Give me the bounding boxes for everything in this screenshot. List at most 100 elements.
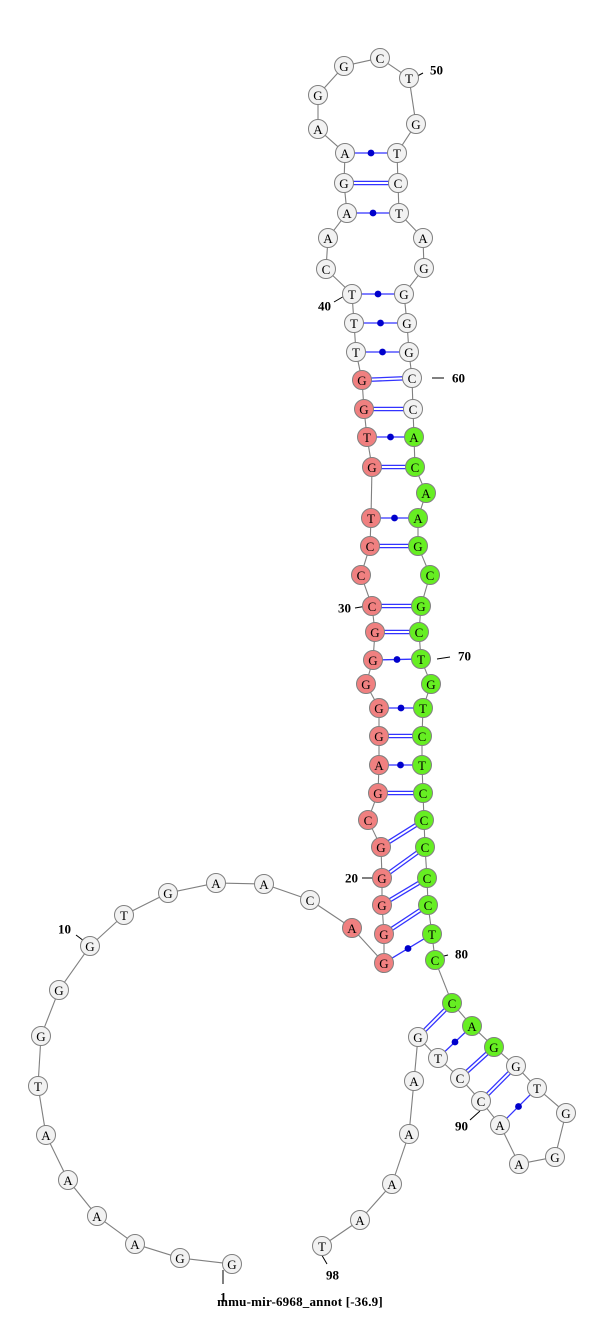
nucleotide-node[interactable]: G [545,1147,565,1167]
nucleotide-node[interactable]: T [413,698,433,718]
nucleotide-node[interactable]: T [389,203,409,223]
nucleotide-node[interactable]: G [80,936,100,956]
nucleotide-node[interactable]: A [350,1210,370,1230]
nucleotide-node[interactable]: T [527,1078,547,1098]
nucleotide-node[interactable]: G [406,114,426,134]
nucleotide-node[interactable]: G [371,837,391,857]
nucleotide-node[interactable]: G [506,1056,526,1076]
nucleotide-node[interactable]: C [415,837,435,857]
nucleotide-node[interactable]: C [450,1068,470,1088]
nucleotide-node[interactable]: G [411,596,431,616]
nucleotide-node[interactable]: G [421,674,441,694]
nucleotide-node[interactable]: G [372,895,392,915]
nucleotide-node[interactable]: G [369,726,389,746]
nucleotide-node[interactable]: A [462,1016,482,1036]
nucleotide-node[interactable]: G [354,399,374,419]
nucleotide-node[interactable]: G [374,924,394,944]
nucleotide-node[interactable]: A [416,483,436,503]
nucleotide-node[interactable]: T [344,313,364,333]
nucleotide-node[interactable]: G [49,980,69,1000]
nucleotide-node[interactable]: A [335,143,355,163]
nucleotide-node[interactable]: A [413,228,433,248]
nucleotide-node[interactable]: G [374,953,394,973]
nucleotide-node[interactable]: C [418,895,438,915]
nucleotide-node[interactable]: G [334,173,354,193]
nucleotide-node[interactable]: T [114,905,134,925]
nucleotide-node[interactable]: T [399,68,419,88]
nucleotide-node[interactable]: T [342,284,362,304]
nucleotide-node[interactable]: G [31,1026,51,1046]
nucleotide-node[interactable]: A [408,508,428,528]
nucleotide-node[interactable]: C [388,173,408,193]
nucleotide-node[interactable]: A [318,228,338,248]
nucleotide-node[interactable]: G [170,1248,190,1268]
nucleotide-node[interactable]: T [361,508,381,528]
nucleotide-node[interactable]: A [509,1154,529,1174]
nucleotide-node[interactable]: T [428,1048,448,1068]
nucleotide-node[interactable]: G [365,622,385,642]
nucleotide-node[interactable]: C [409,622,429,642]
nucleotide-node[interactable]: G [352,370,372,390]
nucleotide-node[interactable]: T [312,1236,332,1256]
nucleotide-node[interactable]: A [404,427,424,447]
nucleotide-node[interactable]: A [87,1206,107,1226]
nucleotide-node[interactable]: C [442,993,462,1013]
nucleotide-node[interactable]: G [362,457,382,477]
nucleotide-node[interactable]: C [402,368,422,388]
nucleotide-node[interactable]: A [206,873,226,893]
nucleotide-node[interactable]: G [369,698,389,718]
nucleotide-node[interactable]: G [484,1037,504,1057]
nucleotide-node[interactable]: C [300,890,320,910]
nucleotide-node[interactable]: A [369,755,389,775]
nucleotide-node[interactable]: C [414,810,434,830]
nucleotide-node[interactable]: C [417,868,437,888]
nucleotide-node[interactable]: T [387,143,407,163]
nucleotide-node[interactable]: A [342,918,362,938]
nucleotide-node[interactable]: C [412,726,432,746]
nucleotide-node[interactable]: C [362,596,382,616]
nucleotide-node[interactable]: A [36,1125,56,1145]
nucleotide-node[interactable]: A [404,1071,424,1091]
nucleotide-node[interactable]: C [358,810,378,830]
nucleotide-node[interactable]: T [411,649,431,669]
nucleotide-node[interactable]: G [222,1254,242,1274]
nucleotide-node[interactable]: A [254,874,274,894]
nucleotide-node[interactable]: G [158,883,178,903]
nucleotide-node[interactable]: G [334,56,354,76]
nucleotide-node[interactable]: C [403,399,423,419]
nucleotide-node[interactable]: G [363,650,383,670]
nucleotide-node[interactable]: T [357,427,377,447]
nucleotide-node[interactable]: C [471,1091,491,1111]
nucleotide-node[interactable]: C [405,457,425,477]
nucleotide-node[interactable]: C [425,950,445,970]
nucleotide-node[interactable]: C [316,259,336,279]
nucleotide-node[interactable]: A [58,1170,78,1190]
nucleotide-node[interactable]: C [351,565,371,585]
nucleotide-node[interactable]: C [420,565,440,585]
nucleotide-node[interactable]: G [408,1027,428,1047]
nucleotide-node[interactable]: G [308,85,328,105]
nucleotide-node[interactable]: A [490,1115,510,1135]
nucleotide-node[interactable]: G [372,868,392,888]
nucleotide-node[interactable]: G [408,536,428,556]
nucleotide-node[interactable]: A [337,203,357,223]
nucleotide-node[interactable]: G [556,1103,576,1123]
nucleotide-node[interactable]: T [346,342,366,362]
nucleotide-node[interactable]: A [399,1124,419,1144]
nucleotide-node[interactable]: G [397,313,417,333]
nucleotide-node[interactable]: A [382,1174,402,1194]
nucleotide-node[interactable]: T [422,924,442,944]
nucleotide-node[interactable]: T [28,1076,48,1096]
nucleotide-node[interactable]: G [414,258,434,278]
nucleotide-node[interactable]: G [368,783,388,803]
nucleotide-node[interactable]: A [125,1234,145,1254]
nucleotide-node[interactable]: C [370,48,390,68]
backbone-link [132,896,160,912]
nucleotide-node[interactable]: G [399,342,419,362]
nucleotide-node[interactable]: T [412,755,432,775]
nucleotide-node[interactable]: G [394,284,414,304]
nucleotide-node[interactable]: C [360,536,380,556]
nucleotide-node[interactable]: G [356,674,376,694]
nucleotide-node[interactable]: C [413,783,433,803]
nucleotide-node[interactable]: A [308,119,328,139]
